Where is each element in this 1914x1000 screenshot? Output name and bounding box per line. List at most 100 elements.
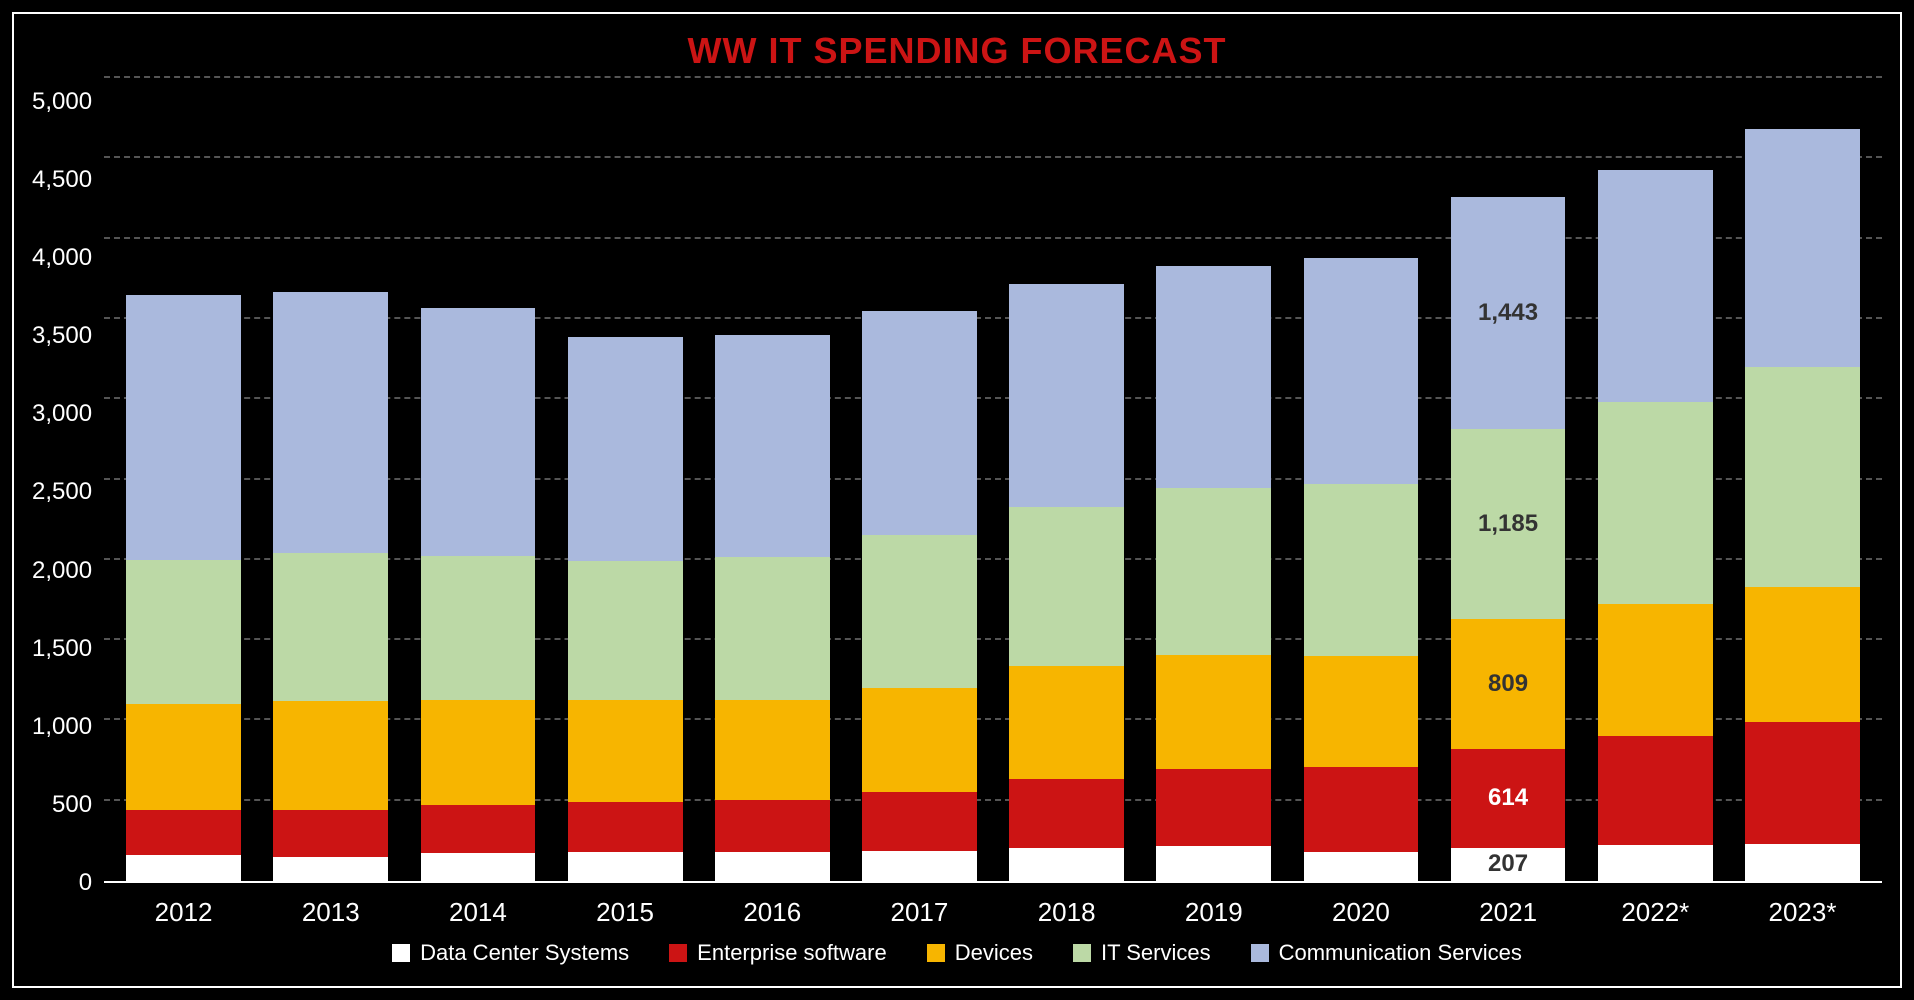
bar-stack: 2076148091,1851,443 [1451, 197, 1566, 881]
bar-segment-label: 1,443 [1478, 299, 1538, 327]
bar-stack [273, 292, 388, 881]
bar-segment-devices [862, 688, 977, 792]
bar-segment-it_services [126, 560, 241, 704]
bar-segment-data_center [273, 857, 388, 881]
bar-stack [1009, 284, 1124, 881]
bar-stack [1745, 129, 1860, 881]
bar-stack [715, 335, 830, 881]
legend-label: Data Center Systems [420, 940, 629, 966]
bar-column [552, 78, 699, 881]
bar-stack [568, 337, 683, 881]
x-tick: 2021 [1435, 897, 1582, 928]
bar-segment-data_center [1598, 845, 1713, 881]
bar-column [257, 78, 404, 881]
x-tick: 2015 [552, 897, 699, 928]
bar-segment-data_center [568, 852, 683, 881]
y-tick: 1,500 [32, 637, 92, 661]
legend-item: IT Services [1073, 940, 1211, 966]
x-tick: 2017 [846, 897, 993, 928]
bar-segment-comm_services [1304, 258, 1419, 484]
y-tick: 500 [32, 793, 92, 817]
bar-segment-it_services [1304, 484, 1419, 657]
legend-label: Communication Services [1279, 940, 1522, 966]
y-axis: 05001,0001,5002,0002,5003,0003,5004,0004… [32, 78, 104, 883]
bar-segment-devices [1304, 656, 1419, 767]
bar-segment-data_center: 207 [1451, 848, 1566, 881]
bar-segment-enterprise_sw [1009, 779, 1124, 848]
legend-item: Communication Services [1251, 940, 1522, 966]
legend-swatch [1251, 944, 1269, 962]
bar-column [1582, 78, 1729, 881]
x-tick: 2020 [1287, 897, 1434, 928]
bar-segment-data_center [862, 851, 977, 881]
legend-item: Data Center Systems [392, 940, 629, 966]
bar-segment-enterprise_sw [568, 802, 683, 852]
bar-segment-comm_services [1009, 284, 1124, 507]
bar-segment-data_center [1009, 848, 1124, 881]
x-axis-row: 2012201320142015201620172018201920202021… [32, 883, 1882, 934]
bar-segment-data_center [1745, 844, 1860, 881]
bar-column [404, 78, 551, 881]
bar-segment-label: 207 [1488, 850, 1528, 878]
bar-segment-devices [1156, 655, 1271, 769]
bar-segment-comm_services [126, 295, 241, 560]
bar-segment-devices [1009, 666, 1124, 779]
bar-segment-devices [715, 700, 830, 800]
bar-stack [1304, 258, 1419, 881]
bar-segment-comm_services [715, 335, 830, 557]
bar-column [993, 78, 1140, 881]
y-tick: 3,500 [32, 324, 92, 348]
bar-segment-comm_services [1156, 266, 1271, 488]
x-tick: 2018 [993, 897, 1140, 928]
y-tick: 3,000 [32, 402, 92, 426]
legend-swatch [669, 944, 687, 962]
bar-segment-enterprise_sw [273, 810, 388, 857]
bar-segment-data_center [1304, 852, 1419, 881]
bar-segment-it_services: 1,185 [1451, 429, 1566, 619]
bar-segment-data_center [421, 853, 536, 881]
bar-segment-label: 809 [1488, 670, 1528, 698]
bar-segment-comm_services [421, 308, 536, 556]
legend-item: Devices [927, 940, 1033, 966]
bar-column [846, 78, 993, 881]
bar-segment-enterprise_sw [1745, 722, 1860, 844]
chart-title: WW IT SPENDING FORECAST [32, 20, 1882, 78]
bar-segment-data_center [715, 852, 830, 881]
bar-segment-comm_services [1745, 129, 1860, 367]
y-tick: 0 [32, 871, 92, 895]
bar-segment-enterprise_sw [126, 810, 241, 855]
chart-frame: WW IT SPENDING FORECAST 0 500 1,000 1,500 2,… [12, 12, 1902, 988]
legend-swatch [927, 944, 945, 962]
x-tick: 2012 [110, 897, 257, 928]
bar-segment-label: 1,185 [1478, 510, 1538, 538]
bar-segment-devices [273, 701, 388, 809]
plot-area: 2076148091,1851,443 [104, 78, 1882, 883]
bar-segment-devices [1598, 604, 1713, 736]
legend-label: IT Services [1101, 940, 1211, 966]
bar-stack [126, 295, 241, 881]
bar-stack [421, 308, 536, 881]
x-tick: 2014 [404, 897, 551, 928]
legend-label: Enterprise software [697, 940, 887, 966]
bar-segment-data_center [126, 855, 241, 881]
bar-segment-it_services [568, 561, 683, 699]
y-tick: 4,500 [32, 168, 92, 192]
x-axis: 2012201320142015201620172018201920202021… [104, 883, 1882, 934]
bar-segment-it_services [1009, 507, 1124, 666]
bar-column [1729, 78, 1876, 881]
bar-segment-comm_services [1598, 170, 1713, 402]
bar-segment-data_center [1156, 846, 1271, 881]
y-tick: 2,000 [32, 559, 92, 583]
bar-segment-enterprise_sw [1156, 769, 1271, 846]
bar-segment-comm_services [273, 292, 388, 553]
bar-segment-enterprise_sw [1598, 736, 1713, 845]
legend-swatch [392, 944, 410, 962]
bar-segment-devices [421, 700, 536, 804]
bar-segment-it_services [421, 556, 536, 701]
bar-segment-enterprise_sw [1304, 767, 1419, 852]
bar-segment-comm_services [862, 311, 977, 535]
bar-segment-comm_services: 1,443 [1451, 197, 1566, 429]
y-tick: 1,000 [32, 715, 92, 739]
legend-item: Enterprise software [669, 940, 887, 966]
x-tick: 2022* [1582, 897, 1729, 928]
